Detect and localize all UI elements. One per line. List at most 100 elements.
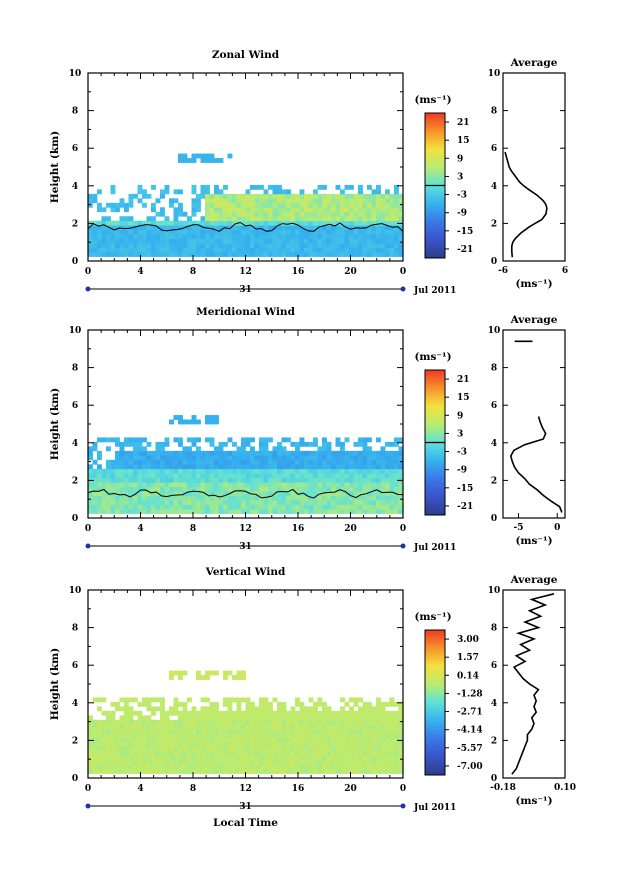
heatmap-cell [88,252,93,257]
y-tick-label: 4 [72,439,78,449]
heatmap-cell [308,755,314,761]
heatmap-cell [245,207,251,213]
heatmap-cell [304,504,309,510]
x-tick-label: 4 [137,267,143,277]
heatmap-cell [389,486,395,492]
heatmap-cell [200,504,206,510]
heatmap-cell [110,225,116,231]
heatmap-cell [263,755,269,761]
heatmap-cell [398,464,404,470]
heatmap-cell [308,468,314,474]
heatmap-cell [155,728,161,734]
heatmap-cell [128,504,134,510]
heatmap-cell [277,229,282,235]
heatmap-cell [97,437,102,443]
heatmap-cell [371,450,377,456]
heatmap-cell [191,755,197,761]
heatmap-cell [335,728,341,734]
heatmap-cell [290,482,296,488]
heatmap-cell [362,477,368,483]
heatmap-cell [362,234,368,240]
heatmap-cell [164,247,170,253]
heatmap-cell [299,450,305,456]
heatmap-cell [335,225,341,231]
heatmap-cell [142,701,147,707]
heatmap-cell [214,504,219,510]
heatmap-cell [281,701,287,707]
heatmap-cell [245,202,251,208]
heatmap-cell [173,769,179,774]
heatmap-cell [173,220,179,226]
heatmap-cell [187,482,192,488]
heatmap-cell [349,202,354,208]
heatmap-cell [241,252,246,257]
heatmap-cell [241,742,246,748]
heatmap-cell [376,468,381,474]
heatmap-cell [349,742,354,748]
heatmap-cell [182,252,188,257]
heatmap-cell [394,216,399,222]
heatmap-cell [286,751,291,757]
heatmap-cell [367,473,372,479]
heatmap-cell [241,247,246,253]
heatmap-cell [281,207,287,213]
heatmap-cell [259,751,264,757]
heatmap-cell [394,234,399,240]
heatmap-cell [335,500,341,505]
heatmap-cell [227,710,233,716]
heatmap-cell [295,504,300,510]
heatmap-cell [191,220,197,226]
heatmap-cell [385,724,390,730]
heatmap-cell [376,737,381,743]
heatmap-cell [164,719,170,725]
heatmap-cell [362,229,368,235]
heatmap-cell [187,755,192,761]
heatmap-cell [326,468,332,474]
heatmap-cell [272,247,278,253]
heatmap-cell [173,764,179,770]
heatmap-cell [124,477,129,483]
heatmap-cell [110,728,116,734]
heatmap-cell [290,764,296,770]
heatmap-cell [317,202,323,208]
heatmap-cell [101,742,107,748]
heatmap-cell [137,495,143,501]
heatmap-cell [335,755,341,761]
heatmap-cell [115,247,120,253]
heatmap-cell [187,746,192,752]
y-tick-label: 0 [72,514,78,524]
heatmap-cell [308,769,314,774]
heatmap-cell [128,216,134,222]
heatmap-cell [358,243,363,248]
heatmap-cell [88,509,93,514]
heatmap-cell [313,491,318,497]
heatmap-cell [200,764,206,770]
heatmap-cell [376,437,381,443]
heatmap-cell [97,247,102,253]
heatmap-cell [178,675,183,680]
heatmap-cell [250,450,255,456]
heatmap-cell [322,234,327,240]
colorbar-label: 3.00 [457,635,479,645]
heatmap-cell [304,216,309,222]
heatmap-cell [286,500,291,505]
heatmap-cell [124,733,129,739]
heatmap-cell [97,742,102,748]
heatmap-cell [241,486,246,492]
heatmap-cell [299,198,305,204]
heatmap-cell [326,207,332,213]
heatmap-cell [241,491,246,497]
heatmap-cell [110,719,116,725]
heatmap-cell [304,746,309,752]
heatmap-cell [398,193,404,199]
heatmap-cell [155,473,161,479]
heatmap-cell [290,252,296,257]
heatmap-cell [340,238,345,244]
heatmap-cell [218,751,224,757]
heatmap-cell [209,202,215,208]
heatmap-cell [151,455,156,461]
heatmap-cell [97,450,102,456]
heatmap-cell [187,455,192,461]
heatmap-cell [236,464,242,470]
heatmap-cell [335,477,341,483]
